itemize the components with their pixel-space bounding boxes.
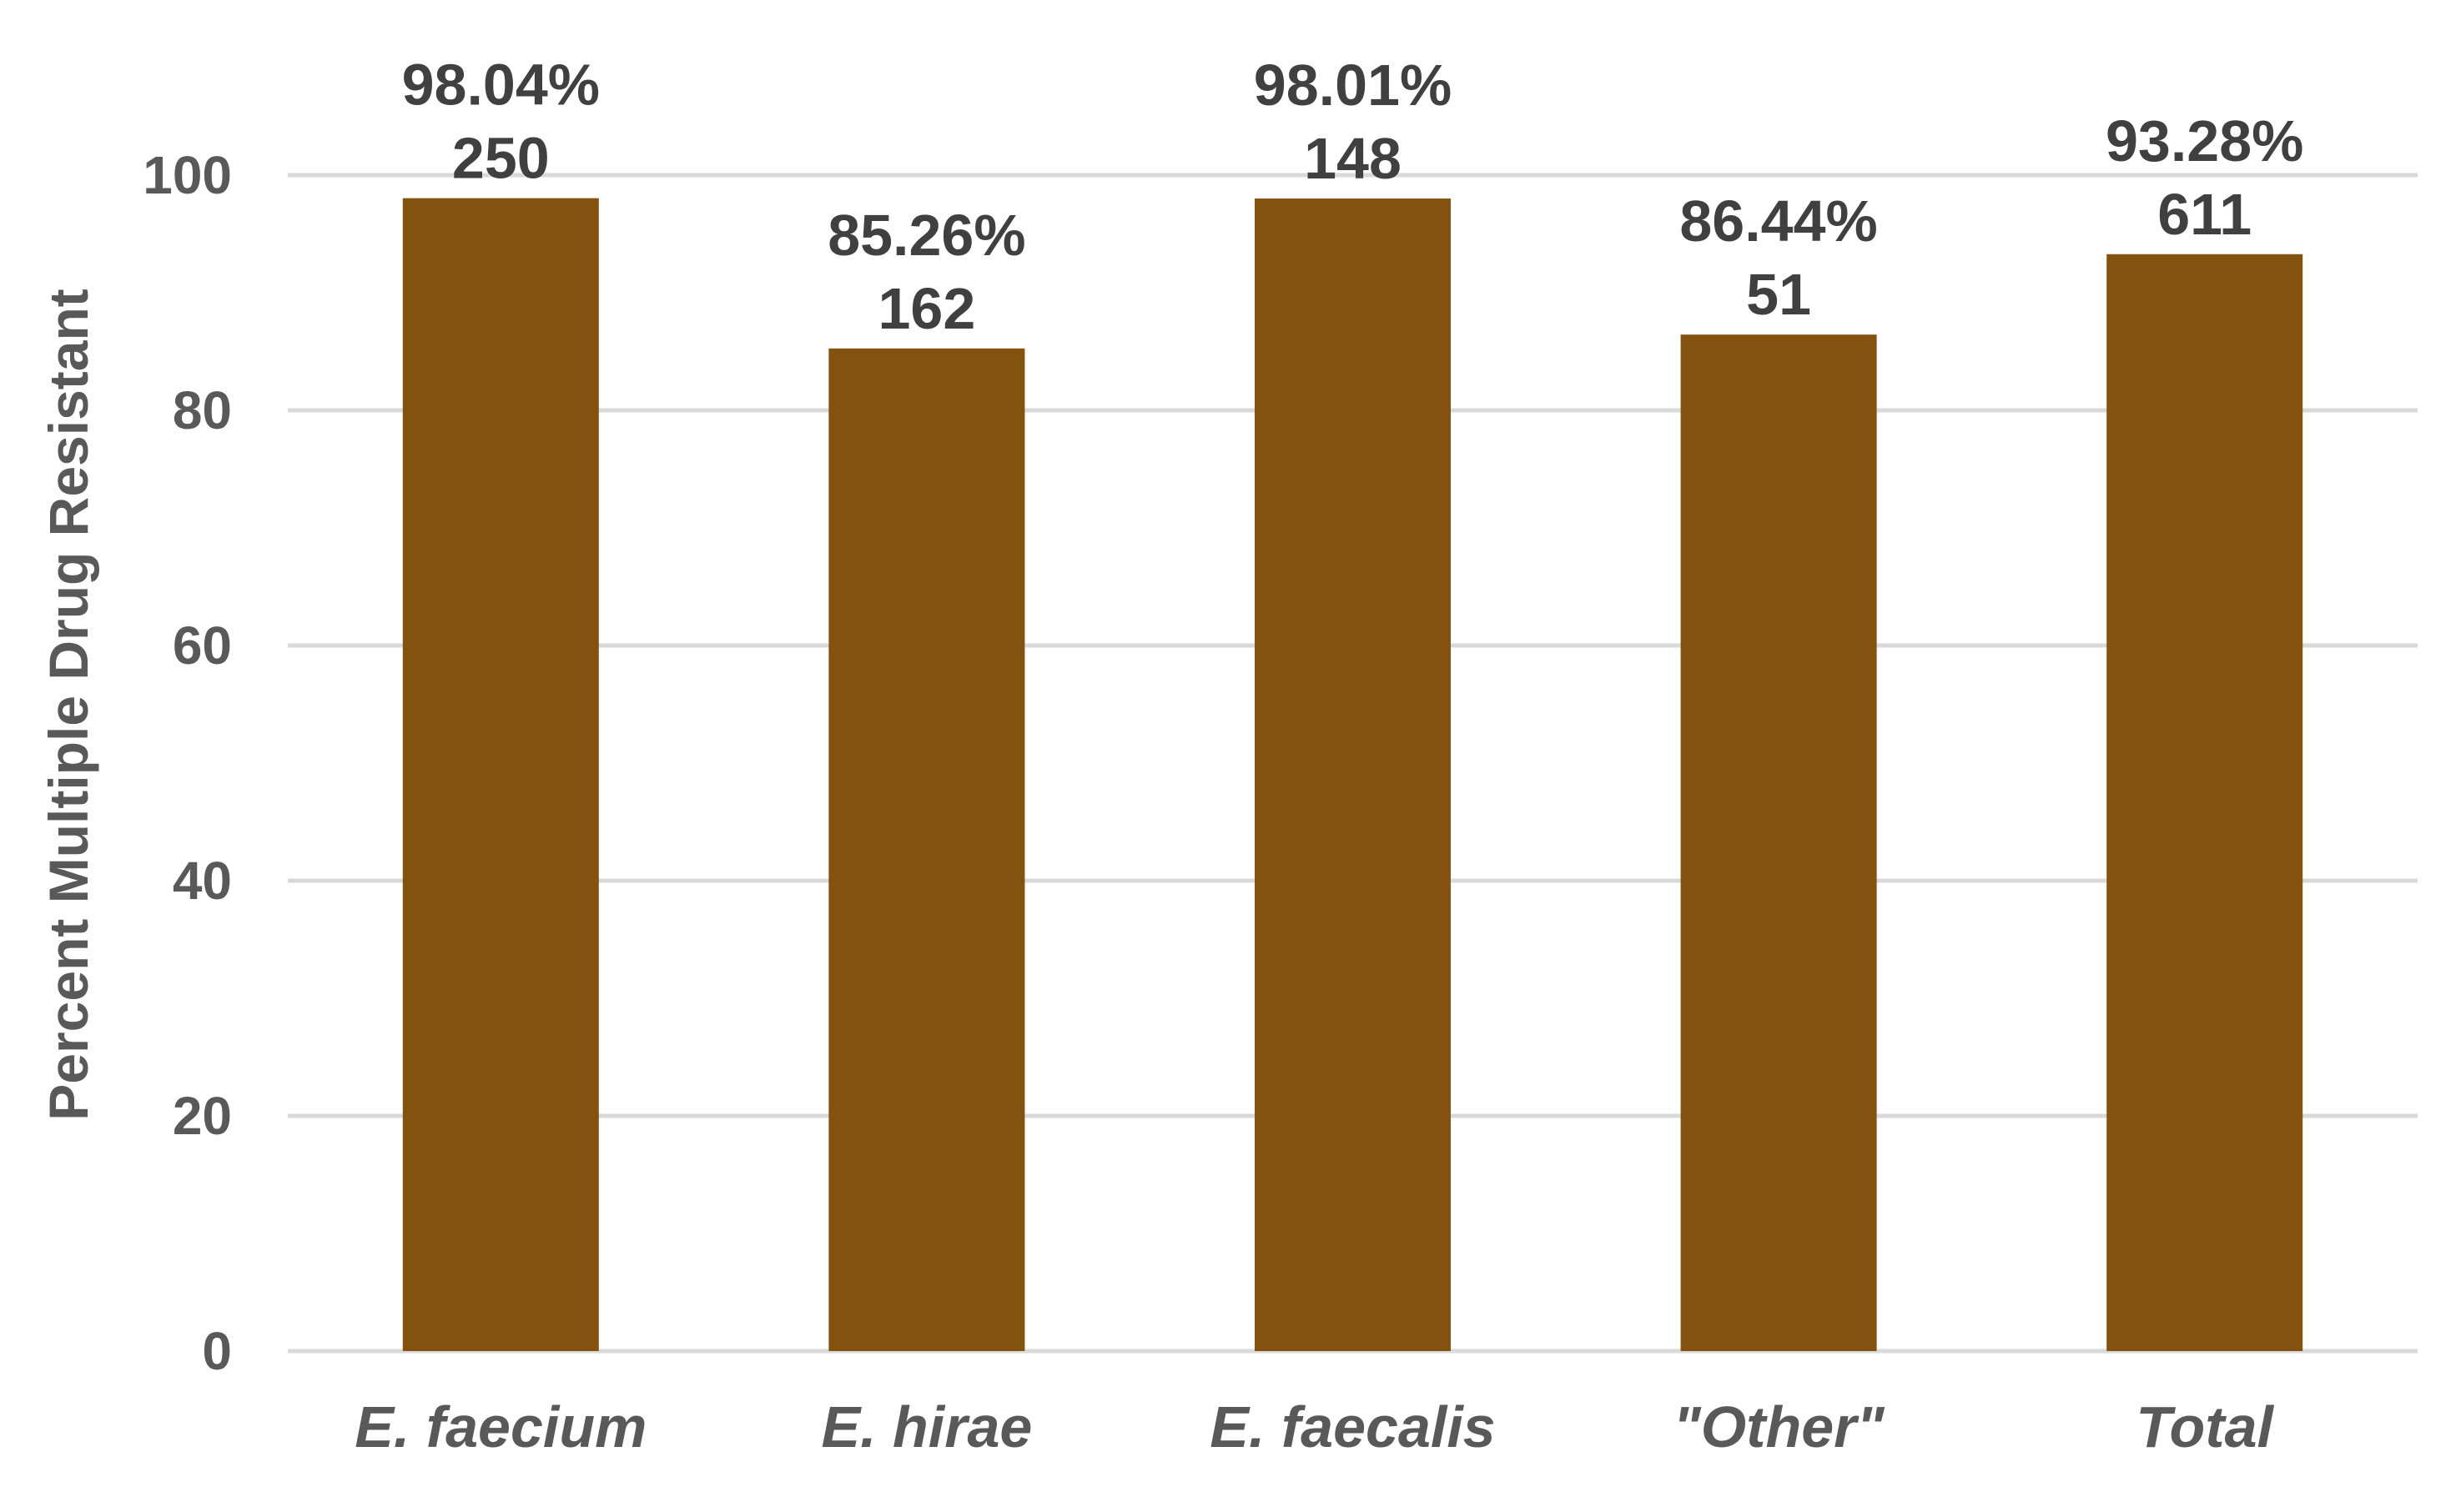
y-tick-label: 100 [143, 145, 232, 205]
bar [1255, 198, 1451, 1352]
x-category-label: E. faecalis [1210, 1394, 1495, 1459]
x-category-label: "Other" [1673, 1394, 1885, 1459]
data-label-percent: 98.01% [1254, 53, 1452, 118]
y-axis-ticks: 0 20 40 60 80 100 [143, 145, 232, 1381]
bar [2106, 254, 2303, 1352]
data-label-percent: 86.44% [1679, 188, 1877, 254]
data-label-percent: 98.04% [402, 53, 600, 118]
x-category-label: E. faecium [355, 1394, 647, 1459]
x-category-label: E. hirae [821, 1394, 1032, 1459]
x-category-label: Total [2136, 1394, 2274, 1459]
y-axis-label: Percent Multiple Drug Resistant [38, 289, 99, 1121]
data-label-count: 162 [878, 276, 976, 341]
data-labels: 98.04% 250 85.26% 162 98.01% 148 86.44% 51 93.28… [402, 53, 2304, 341]
data-label-percent: 85.26% [828, 203, 1025, 268]
bars [402, 198, 2303, 1352]
data-label-count: 611 [2157, 182, 2252, 247]
y-tick-label: 80 [173, 380, 232, 440]
y-tick-label: 40 [173, 851, 232, 911]
data-label-percent: 93.28% [2106, 108, 2303, 173]
data-label-count: 148 [1304, 126, 1402, 191]
data-label-count: 51 [1746, 262, 1811, 327]
data-label-count: 250 [452, 126, 550, 191]
bar [402, 198, 599, 1352]
x-axis-categories: E. faecium E. hirae E. faecalis "Other" Tota… [355, 1394, 2274, 1459]
bar [828, 348, 1025, 1352]
bar [1680, 334, 1877, 1351]
y-tick-label: 20 [173, 1086, 232, 1146]
y-tick-label: 0 [202, 1321, 232, 1381]
y-tick-label: 60 [173, 615, 232, 676]
